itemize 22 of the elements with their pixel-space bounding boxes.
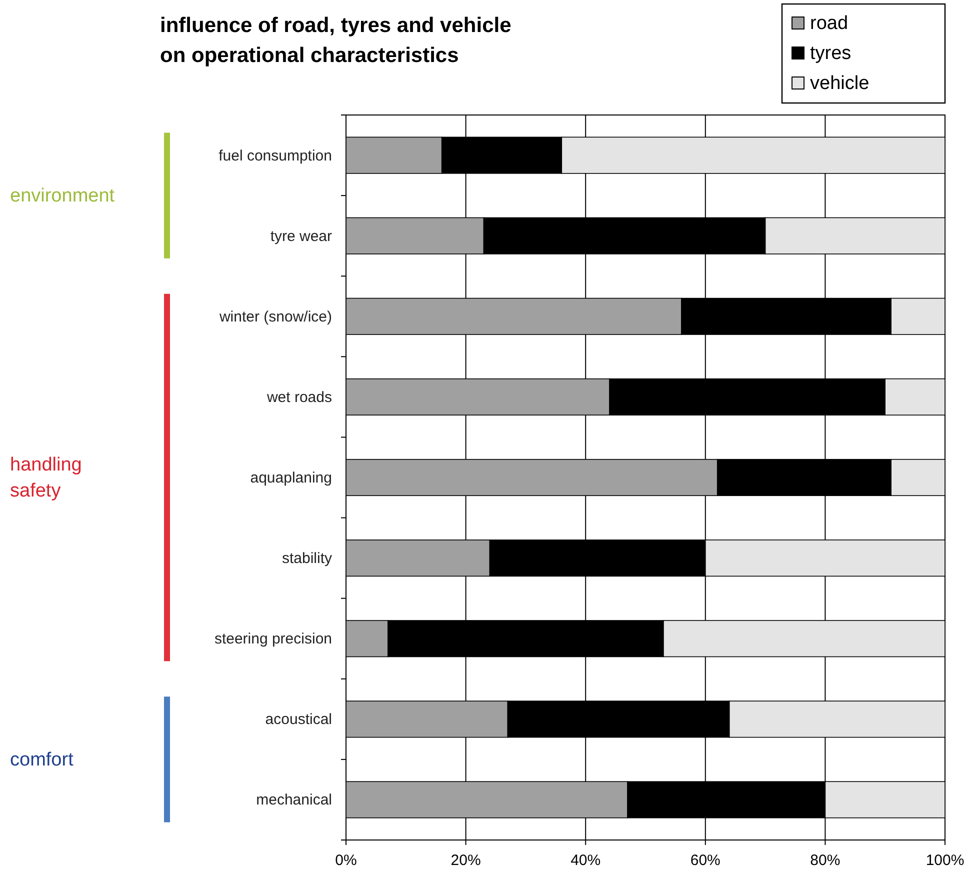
legend-label: road (810, 13, 848, 34)
y-tick-label: aquaplaning (250, 470, 332, 486)
y-tick-label: tyre wear (270, 228, 332, 245)
x-tick-label: 0% (335, 852, 357, 869)
x-tick-label: 20% (450, 852, 481, 869)
x-tick-label: 100% (926, 852, 964, 869)
y-tick-label: wet roads (266, 388, 332, 406)
y-tick-label: fuel consumption (218, 147, 332, 164)
text: comfort (10, 749, 74, 770)
x-tick-label: 60% (690, 852, 720, 869)
text: environment (10, 186, 116, 207)
y-tick-label: mechanical (256, 792, 332, 809)
legend-label: vehicle (810, 73, 870, 94)
chart-title: influence of road, tyres and vehicle on operational characteristics (160, 14, 512, 67)
y-tick-label: stability (282, 550, 332, 568)
x-tick-label: 80% (810, 852, 840, 869)
x-tick-label: 40% (570, 852, 601, 869)
text: handling safety (10, 454, 82, 502)
y-tick-label: acoustical (265, 711, 332, 728)
y-tick-label: steering precision (214, 630, 332, 648)
y-tick-label: winter (snow/ice) (218, 308, 332, 326)
legend-label: tyres (810, 43, 852, 64)
